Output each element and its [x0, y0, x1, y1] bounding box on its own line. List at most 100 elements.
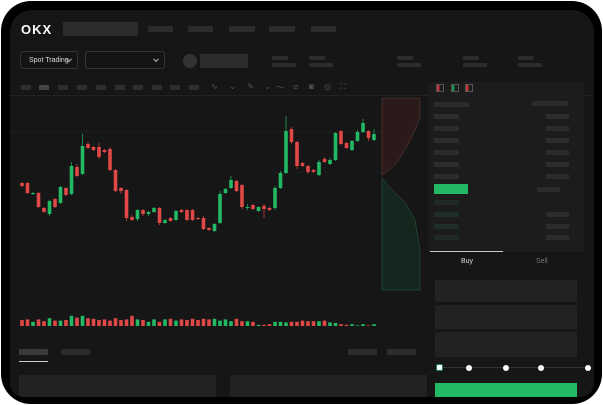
orderbook-price[interactable]	[434, 235, 459, 240]
filter-button[interactable]	[387, 349, 416, 355]
candle-body	[168, 218, 173, 221]
slider-handle[interactable]	[436, 364, 443, 371]
candle-body	[251, 205, 255, 209]
orderbook-amount	[546, 138, 569, 143]
search-placeholder[interactable]	[63, 22, 138, 36]
stat-label	[463, 56, 479, 60]
candle-body	[69, 166, 74, 194]
candle-body	[124, 190, 129, 218]
volume-bar	[361, 324, 365, 326]
volume-bar	[278, 321, 283, 326]
buy-button[interactable]	[435, 383, 577, 397]
candle-body	[278, 173, 283, 188]
candle-body	[201, 218, 206, 229]
orderbook-price[interactable]	[434, 126, 459, 131]
total-input[interactable]	[435, 332, 577, 357]
nav-item[interactable]	[188, 26, 213, 32]
camera-icon[interactable]: ◙	[309, 82, 314, 91]
line-icon[interactable]: 〜	[276, 83, 284, 92]
interval-button[interactable]	[170, 85, 180, 90]
orderbook-price[interactable]	[434, 174, 459, 179]
bids-only-icon[interactable]	[451, 84, 459, 92]
interval-button[interactable]	[189, 85, 199, 90]
spot-trading-dropdown[interactable]: Spot Trading	[20, 51, 78, 69]
chevron-down-icon[interactable]: ⌄	[264, 82, 271, 91]
candle-body	[245, 207, 250, 208]
volume-bar	[212, 318, 217, 326]
spot-trading-label: Spot Trading	[29, 56, 69, 64]
depth-chart	[381, 97, 421, 291]
nav-item[interactable]	[148, 26, 173, 32]
both-sides-icon[interactable]	[436, 84, 444, 92]
candle-body	[25, 183, 30, 193]
orderbook-price[interactable]	[434, 138, 459, 143]
candle-body	[328, 160, 332, 164]
pair-dropdown[interactable]	[85, 51, 165, 69]
orderbook-amount	[546, 150, 569, 155]
candle-body	[311, 170, 316, 172]
interval-button[interactable]	[133, 85, 143, 90]
slider-step[interactable]	[538, 365, 544, 371]
candlestick-chart[interactable]	[10, 10, 430, 340]
interval-button[interactable]	[21, 85, 31, 90]
draw-icon[interactable]: ✎	[247, 82, 254, 91]
settings-icon[interactable]: ◎	[324, 82, 331, 91]
asks-only-icon[interactable]	[465, 84, 473, 92]
candle-body	[223, 189, 228, 193]
candle-body	[108, 149, 112, 170]
candle-body	[300, 163, 305, 166]
volume-bar	[234, 318, 239, 326]
interval-button[interactable]	[96, 85, 106, 90]
orderbook-price[interactable]	[434, 162, 459, 167]
tab-open-orders[interactable]	[19, 349, 48, 355]
chevron-down-icon[interactable]: ⌄	[229, 82, 236, 91]
orderbook-price[interactable]	[434, 150, 459, 155]
okx-logo[interactable]: OKX	[21, 22, 53, 37]
fullscreen-icon[interactable]: ⛶	[340, 82, 346, 91]
interval-button[interactable]	[77, 85, 87, 90]
price-input[interactable]	[435, 280, 577, 302]
sell-tab[interactable]: Sell	[536, 258, 548, 265]
orderbook-amount	[546, 114, 569, 119]
volume-bar	[124, 319, 129, 326]
volume-bar	[25, 319, 30, 326]
volume-bar	[75, 317, 79, 326]
candle-body	[75, 167, 79, 176]
amount-input[interactable]	[435, 305, 577, 329]
orderbook-header	[434, 102, 469, 107]
orderbook-price[interactable]	[434, 114, 459, 119]
stat-label	[272, 56, 288, 60]
volume-bar	[196, 320, 200, 326]
interval-button[interactable]	[115, 85, 125, 90]
tab-order-history[interactable]	[61, 349, 90, 355]
nav-item[interactable]	[269, 26, 295, 32]
nav-item[interactable]	[229, 26, 255, 32]
slider-step[interactable]	[503, 365, 509, 371]
interval-button[interactable]	[152, 85, 162, 90]
ruler-icon[interactable]: ⧄	[293, 82, 299, 91]
orderbook-amount	[546, 174, 569, 179]
indicator-icon[interactable]: ∿	[211, 82, 218, 91]
interval-button[interactable]	[58, 85, 68, 90]
interval-button-active[interactable]	[39, 85, 49, 90]
slider-step[interactable]	[466, 365, 472, 371]
candle-body	[333, 133, 338, 160]
volume-bar	[108, 320, 112, 326]
volume-bar	[36, 319, 41, 326]
volume-bar	[372, 324, 376, 326]
orderbook	[428, 82, 584, 252]
slider-step[interactable]	[585, 365, 591, 371]
orderbook-price[interactable]	[434, 212, 459, 217]
nav-item[interactable]	[311, 26, 336, 32]
orderbook-amount	[546, 235, 569, 240]
orderbook-price[interactable]	[434, 224, 459, 229]
volume-bar	[47, 318, 52, 326]
candle-body	[350, 141, 354, 150]
slider-track[interactable]	[440, 367, 588, 368]
buy-tab[interactable]: Buy	[461, 258, 474, 265]
orderbook-price[interactable]	[434, 200, 459, 205]
candle-body	[295, 142, 299, 166]
filter-button[interactable]	[348, 349, 377, 355]
stat-label	[309, 56, 325, 60]
app-screen: OKX Spot Trading ∿ ⌄ ✎ ⌄ 〜 ⧄ ◙ ◎ ⛶	[10, 10, 594, 397]
